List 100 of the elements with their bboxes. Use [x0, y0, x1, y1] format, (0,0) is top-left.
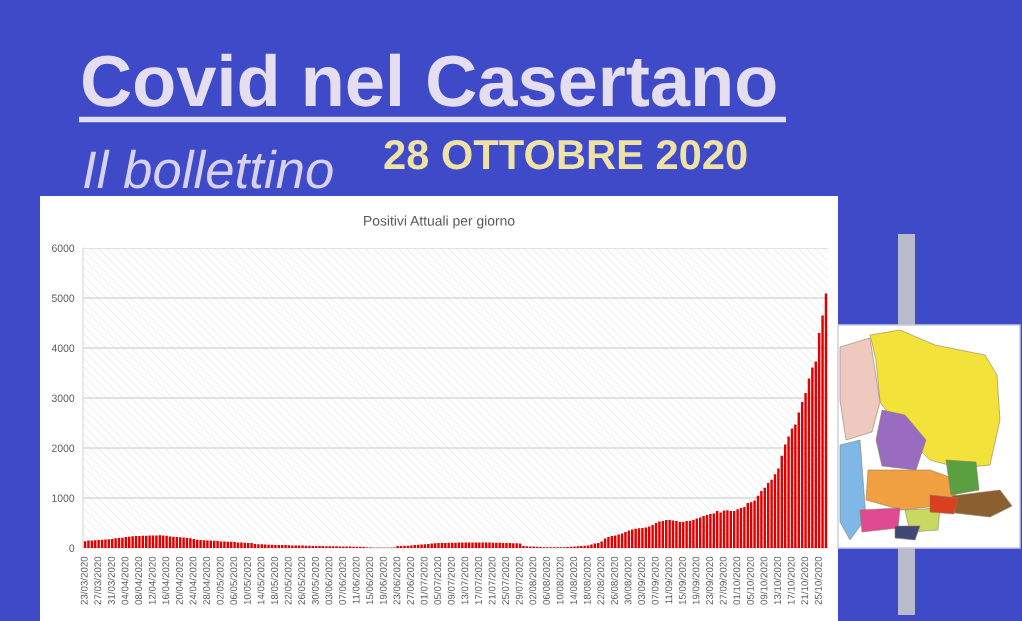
- x-tick-label: 30/08/2020: [624, 556, 632, 605]
- bar: [437, 543, 440, 548]
- y-tick-label: 3000: [51, 394, 75, 402]
- x-tick-label: 25/10/2020: [814, 556, 822, 605]
- y-tick-label: 4000: [51, 344, 75, 352]
- x-tick-label: 26/08/2020: [610, 556, 618, 605]
- x-tick-label: 23/09/2020: [705, 556, 714, 605]
- x-tick-label: 24/04/2020: [189, 556, 197, 605]
- x-tick-label: 10/05/2020: [243, 556, 251, 605]
- bar: [454, 542, 457, 548]
- x-tick-label: 05/07/2020: [433, 556, 442, 605]
- x-tick-label: 25/07/2020: [501, 556, 510, 605]
- bar: [430, 543, 433, 548]
- x-tick-label: 14/05/2020: [257, 556, 265, 605]
- x-tick-label: 08/04/2020: [134, 556, 143, 605]
- bar: [461, 542, 464, 548]
- y-tick-label: 0: [69, 544, 75, 552]
- x-tick-label: 26/05/2020: [298, 556, 306, 605]
- bar: [427, 544, 430, 548]
- bar: [590, 544, 593, 548]
- x-tick-label: 13/07/2020: [461, 556, 469, 605]
- y-tick-label: 2000: [52, 444, 75, 452]
- x-tick-label: 07/09/2020: [651, 556, 659, 605]
- bar: [471, 542, 474, 548]
- x-tick-label: 16/04/2020: [162, 556, 170, 605]
- bar: [444, 543, 447, 548]
- x-tick-label: 03/06/2020: [325, 556, 333, 605]
- bar: [121, 537, 124, 548]
- x-tick-label: 18/05/2020: [270, 556, 278, 605]
- x-tick-label: 12/04/2020: [148, 556, 156, 605]
- y-tick-label: 5000: [51, 294, 75, 302]
- bar: [658, 521, 661, 548]
- bar: [104, 539, 107, 548]
- x-tick-label: 03/09/2020: [637, 556, 646, 605]
- bar: [736, 509, 739, 548]
- bar: [743, 507, 746, 548]
- x-tick-label: 07/06/2020: [338, 556, 346, 605]
- bar: [172, 536, 175, 548]
- bar: [481, 542, 484, 548]
- bar: [155, 535, 158, 548]
- bar: [753, 500, 756, 548]
- x-tick-label: 30/05/2020: [311, 556, 319, 605]
- x-tick-label: 19/09/2020: [692, 556, 700, 605]
- x-tick-label: 27/03/2020: [94, 556, 102, 605]
- text: Il bollettino: [84, 149, 333, 189]
- bar: [495, 542, 498, 548]
- x-tick-label: 06/05/2020: [230, 556, 238, 605]
- text: Covid nel Casertano: [82, 53, 776, 107]
- bar: [403, 545, 406, 548]
- x-tick-label: 11/09/2020: [665, 556, 673, 604]
- bar: [692, 520, 695, 548]
- x-tick-label: 13/10/2020: [773, 556, 781, 605]
- x-tick-label: 23/03/2020: [80, 556, 88, 605]
- x-tick-label: 17/07/2020: [474, 556, 482, 605]
- bar: [488, 542, 491, 548]
- bar: [420, 544, 423, 548]
- x-tick-label: 09/07/2020: [447, 556, 455, 605]
- bar: [87, 540, 90, 548]
- x-tick-label: 20/04/2020: [175, 556, 183, 605]
- bar: [478, 542, 481, 548]
- bar: [138, 536, 141, 548]
- bar: [301, 545, 304, 548]
- bar: [641, 528, 644, 548]
- bar: [607, 537, 610, 548]
- x-tick-label: 02/08/2020: [529, 556, 537, 605]
- x-tick-label: 18/08/2020: [583, 556, 591, 605]
- x-tick-label: 17/10/2020: [787, 556, 795, 605]
- x-tick-label: 06/08/2020: [542, 556, 550, 605]
- bar: [512, 543, 515, 548]
- bar: [250, 543, 253, 548]
- chart-title: Positivi Attuali per giorno: [364, 215, 515, 229]
- bar: [216, 541, 219, 548]
- y-tick-label: 6000: [52, 244, 75, 252]
- bar: [447, 542, 450, 548]
- bar: [464, 542, 467, 548]
- bar: [760, 491, 763, 548]
- x-tick-label: 01/07/2020: [420, 556, 428, 605]
- x-tick-label: 09/10/2020: [760, 556, 768, 605]
- x-tick-label: 21/07/2020: [488, 556, 496, 605]
- x-tick-label: 29/07/2020: [515, 556, 523, 605]
- x-tick-label: 01/10/2020: [733, 556, 741, 605]
- bar: [284, 545, 287, 548]
- x-tick-label: 22/05/2020: [284, 556, 292, 605]
- x-tick-label: 11/06/2020: [352, 556, 360, 604]
- x-tick-label: 27/09/2020: [719, 556, 727, 605]
- x-tick-label: 31/03/2020: [107, 556, 115, 605]
- bar: [515, 543, 518, 548]
- x-tick-label: 15/09/2020: [678, 556, 686, 605]
- bar: [505, 543, 508, 548]
- x-tick-label: 19/06/2020: [379, 556, 387, 605]
- x-tick-label: 28/04/2020: [202, 556, 210, 605]
- x-tick-label: 27/06/2020: [406, 556, 414, 605]
- bar: [199, 540, 202, 548]
- bar: [624, 532, 627, 548]
- bar: [410, 545, 413, 548]
- x-tick-label: 02/05/2020: [216, 556, 224, 605]
- x-tick-label: 04/04/2020: [121, 556, 129, 605]
- x-tick-label: 14/08/2020: [569, 556, 578, 605]
- bar: [709, 514, 712, 548]
- bar: [233, 542, 236, 548]
